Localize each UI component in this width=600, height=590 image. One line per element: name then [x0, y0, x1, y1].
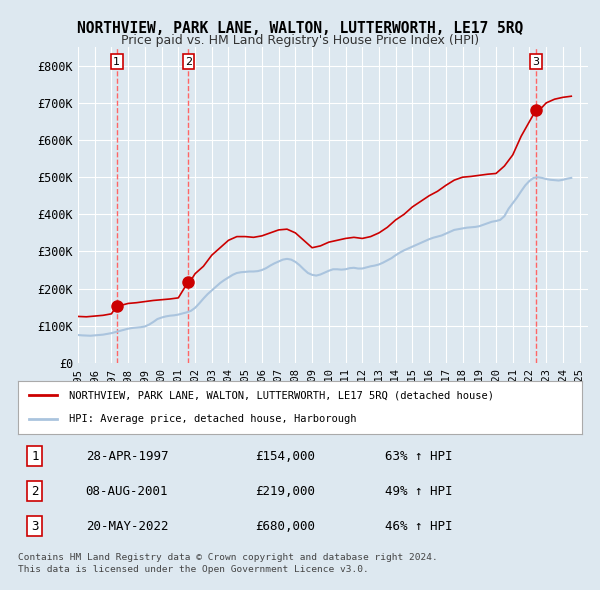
Text: 46% ↑ HPI: 46% ↑ HPI — [385, 520, 452, 533]
Text: 3: 3 — [31, 520, 38, 533]
Text: This data is licensed under the Open Government Licence v3.0.: This data is licensed under the Open Gov… — [18, 565, 369, 574]
Text: 1: 1 — [113, 57, 120, 67]
Text: 2: 2 — [31, 484, 38, 498]
Text: Contains HM Land Registry data © Crown copyright and database right 2024.: Contains HM Land Registry data © Crown c… — [18, 553, 438, 562]
Text: NORTHVIEW, PARK LANE, WALTON, LUTTERWORTH, LE17 5RQ: NORTHVIEW, PARK LANE, WALTON, LUTTERWORT… — [77, 21, 523, 35]
Text: 28-APR-1997: 28-APR-1997 — [86, 450, 168, 463]
Text: 3: 3 — [532, 57, 539, 67]
Text: 63% ↑ HPI: 63% ↑ HPI — [385, 450, 452, 463]
Text: Price paid vs. HM Land Registry's House Price Index (HPI): Price paid vs. HM Land Registry's House … — [121, 34, 479, 47]
Text: 08-AUG-2001: 08-AUG-2001 — [86, 484, 168, 498]
Text: £219,000: £219,000 — [255, 484, 315, 498]
Text: 49% ↑ HPI: 49% ↑ HPI — [385, 484, 452, 498]
Text: NORTHVIEW, PARK LANE, WALTON, LUTTERWORTH, LE17 5RQ (detached house): NORTHVIEW, PARK LANE, WALTON, LUTTERWORT… — [69, 391, 494, 401]
Text: 1: 1 — [31, 450, 38, 463]
Text: HPI: Average price, detached house, Harborough: HPI: Average price, detached house, Harb… — [69, 414, 356, 424]
Text: 2: 2 — [185, 57, 192, 67]
Text: £154,000: £154,000 — [255, 450, 315, 463]
Text: £680,000: £680,000 — [255, 520, 315, 533]
Text: 20-MAY-2022: 20-MAY-2022 — [86, 520, 168, 533]
